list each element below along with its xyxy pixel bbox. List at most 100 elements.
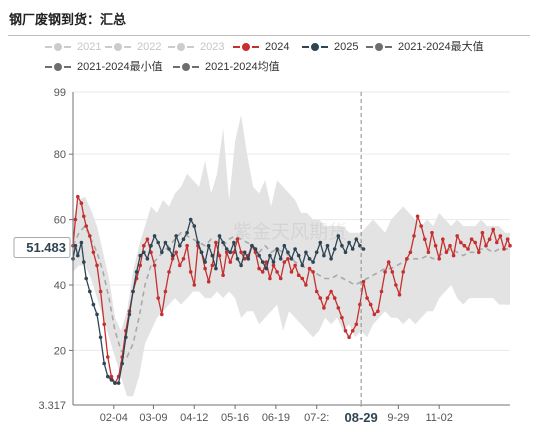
- point-2025[interactable]: [239, 263, 243, 268]
- point-2025[interactable]: [82, 260, 86, 264]
- point-2024[interactable]: [224, 250, 229, 255]
- point-2024[interactable]: [394, 283, 398, 287]
- point-2024[interactable]: [95, 263, 99, 268]
- point-2024[interactable]: [448, 243, 452, 248]
- point-2025[interactable]: [131, 289, 135, 294]
- point-2024[interactable]: [178, 263, 182, 268]
- point-2024[interactable]: [441, 237, 445, 241]
- point-2025[interactable]: [106, 374, 110, 379]
- point-2024[interactable]: [257, 266, 261, 271]
- point-2025[interactable]: [250, 243, 254, 248]
- point-2024[interactable]: [502, 247, 506, 251]
- point-2024[interactable]: [91, 250, 96, 255]
- point-2025[interactable]: [304, 250, 308, 255]
- point-2024[interactable]: [106, 355, 110, 359]
- point-2024[interactable]: [167, 270, 171, 274]
- point-2024[interactable]: [289, 270, 294, 274]
- point-2024[interactable]: [314, 289, 319, 294]
- point-2025[interactable]: [228, 250, 233, 255]
- point-2024[interactable]: [160, 312, 164, 317]
- point-2025[interactable]: [268, 253, 272, 258]
- point-2024[interactable]: [311, 270, 315, 274]
- point-2025[interactable]: [354, 237, 359, 241]
- point-2025[interactable]: [217, 234, 222, 238]
- point-2025[interactable]: [174, 234, 178, 238]
- point-2024[interactable]: [495, 240, 499, 245]
- series-2025[interactable]: [71, 217, 366, 385]
- point-2025[interactable]: [235, 257, 240, 261]
- point-2024[interactable]: [408, 250, 413, 255]
- point-2025[interactable]: [325, 243, 330, 248]
- point-2025[interactable]: [124, 335, 128, 340]
- point-2024[interactable]: [174, 250, 178, 255]
- point-2024[interactable]: [477, 250, 481, 255]
- point-2024[interactable]: [455, 234, 460, 238]
- point-2025[interactable]: [113, 381, 117, 385]
- point-2025[interactable]: [145, 257, 150, 261]
- point-2024[interactable]: [275, 270, 279, 274]
- point-2024[interactable]: [415, 214, 420, 219]
- point-2025[interactable]: [79, 240, 84, 245]
- point-2024[interactable]: [239, 250, 243, 255]
- point-2025[interactable]: [206, 243, 211, 248]
- point-2024[interactable]: [430, 230, 434, 235]
- point-2025[interactable]: [314, 250, 319, 255]
- point-2024[interactable]: [390, 270, 395, 274]
- point-2025[interactable]: [224, 247, 229, 251]
- point-2024[interactable]: [350, 329, 355, 333]
- point-2024[interactable]: [278, 276, 283, 281]
- point-2025[interactable]: [300, 263, 305, 268]
- point-2024[interactable]: [487, 237, 492, 241]
- point-2025[interactable]: [120, 361, 124, 366]
- point-2024[interactable]: [365, 296, 369, 300]
- point-2024[interactable]: [423, 237, 427, 241]
- point-2025[interactable]: [109, 378, 114, 382]
- point-2024[interactable]: [232, 250, 236, 255]
- point-2025[interactable]: [307, 257, 312, 261]
- point-2024[interactable]: [466, 247, 470, 251]
- legend-item-2024[interactable]: 2024: [233, 40, 289, 54]
- point-2024[interactable]: [484, 243, 488, 248]
- point-2024[interactable]: [109, 374, 114, 379]
- point-2024[interactable]: [325, 296, 330, 300]
- point-2025[interactable]: [318, 240, 323, 245]
- point-2024[interactable]: [206, 279, 211, 284]
- point-2025[interactable]: [347, 240, 351, 245]
- point-2024[interactable]: [181, 257, 186, 261]
- series-2024[interactable]: [71, 194, 512, 385]
- point-2024[interactable]: [188, 270, 193, 274]
- point-2024[interactable]: [508, 243, 512, 248]
- point-2025[interactable]: [134, 270, 139, 274]
- point-2024[interactable]: [340, 315, 344, 320]
- point-2024[interactable]: [318, 296, 323, 300]
- point-2024[interactable]: [102, 322, 106, 327]
- point-2024[interactable]: [405, 257, 409, 261]
- legend-item-2021[interactable]: 2021: [45, 40, 101, 54]
- point-2025[interactable]: [343, 250, 348, 255]
- point-2024[interactable]: [498, 234, 503, 238]
- legend-item-max[interactable]: 2021-2024最大值: [366, 40, 484, 54]
- point-2024[interactable]: [138, 263, 142, 268]
- point-2025[interactable]: [282, 243, 287, 248]
- point-2025[interactable]: [242, 250, 247, 255]
- point-2024[interactable]: [444, 250, 449, 255]
- point-2024[interactable]: [163, 289, 168, 294]
- point-2025[interactable]: [210, 253, 215, 258]
- point-2025[interactable]: [214, 266, 218, 271]
- point-2024[interactable]: [491, 227, 496, 232]
- point-2024[interactable]: [152, 263, 157, 268]
- point-2024[interactable]: [379, 289, 384, 294]
- point-2025[interactable]: [257, 253, 261, 258]
- point-2025[interactable]: [138, 253, 142, 258]
- point-2024[interactable]: [376, 309, 380, 314]
- point-2025[interactable]: [73, 243, 78, 248]
- point-2025[interactable]: [152, 234, 157, 238]
- legend-item-min[interactable]: 2021-2024最小值: [45, 60, 163, 74]
- point-2025[interactable]: [221, 240, 225, 245]
- point-2024[interactable]: [228, 260, 233, 264]
- point-2024[interactable]: [433, 243, 438, 248]
- point-2024[interactable]: [372, 312, 377, 317]
- point-2024[interactable]: [88, 234, 92, 238]
- point-2024[interactable]: [332, 296, 337, 300]
- point-2024[interactable]: [459, 240, 463, 245]
